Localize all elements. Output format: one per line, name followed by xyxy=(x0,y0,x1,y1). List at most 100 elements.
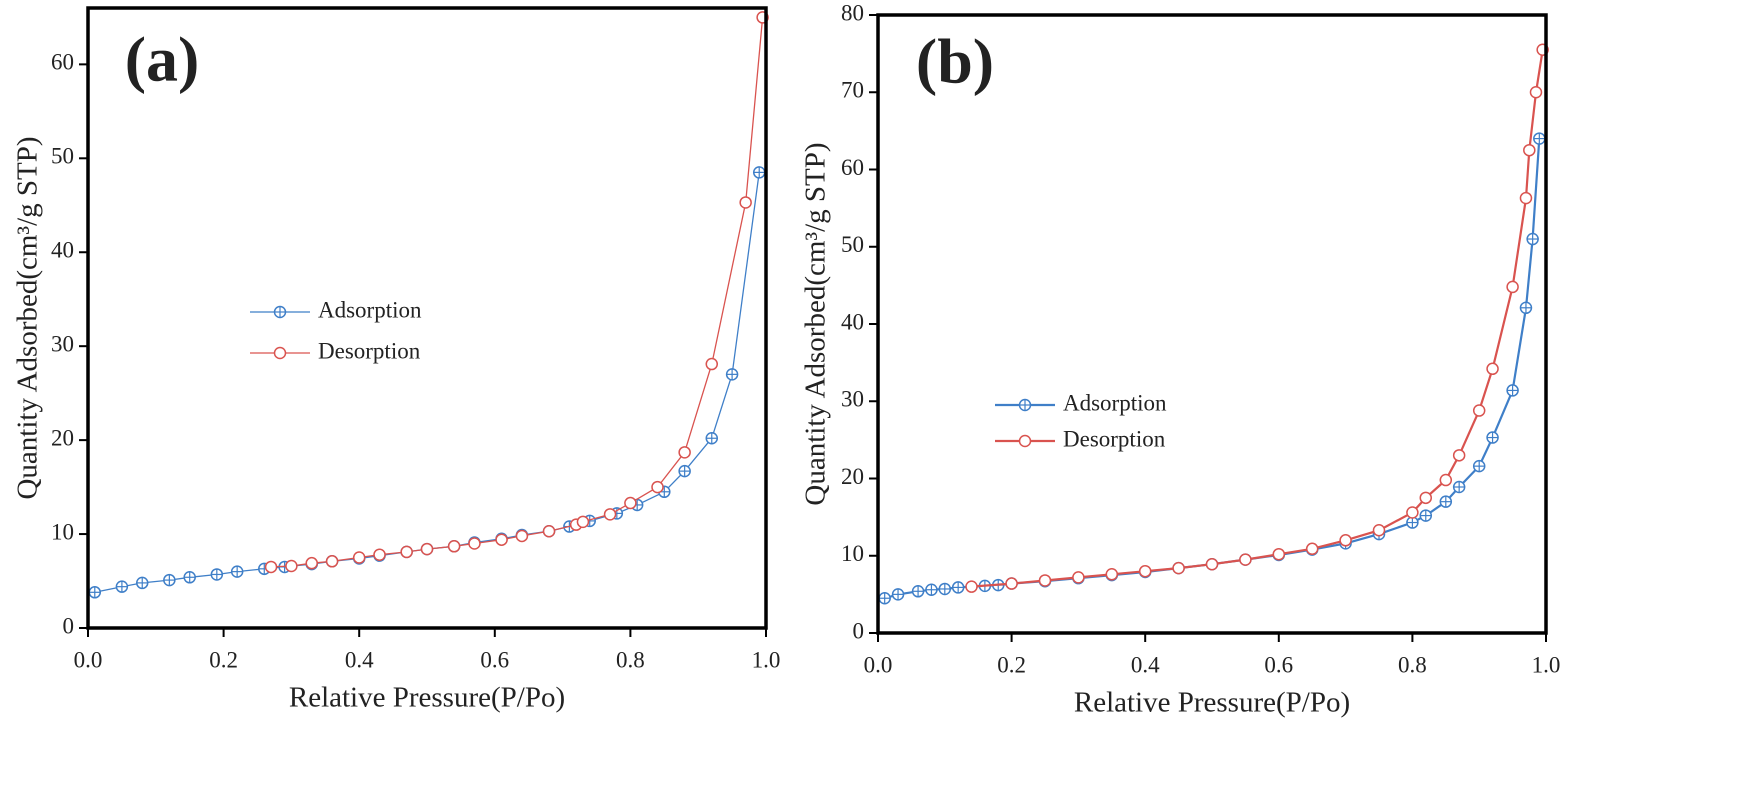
marker-circle xyxy=(1205,557,1219,571)
data-point xyxy=(1419,491,1433,505)
marker-circle xyxy=(515,529,529,543)
marker-circle xyxy=(603,508,617,521)
data-point xyxy=(739,196,752,209)
x-tick-label: 1.0 xyxy=(752,647,781,672)
data-point xyxy=(1272,547,1286,561)
y-tick-label: 10 xyxy=(51,519,74,544)
data-point xyxy=(88,586,102,599)
y-tick-label: 80 xyxy=(841,0,864,25)
data-point xyxy=(305,556,318,570)
data-point xyxy=(210,568,224,581)
data-point xyxy=(1339,534,1352,547)
data-point xyxy=(230,565,244,578)
data-point xyxy=(678,464,691,478)
marker-circle xyxy=(678,446,691,459)
x-tick-label: 0.4 xyxy=(1131,652,1160,677)
marker-circle xyxy=(1105,568,1119,581)
marker-circle xyxy=(325,555,339,568)
data-point xyxy=(576,515,590,529)
plot-frame xyxy=(86,6,768,630)
data-point xyxy=(1533,132,1546,145)
y-tick-label: 20 xyxy=(51,425,74,450)
data-point xyxy=(1452,449,1466,462)
marker-circle xyxy=(1529,86,1543,99)
data-point xyxy=(468,537,481,550)
y-tick-label: 0 xyxy=(63,613,75,638)
data-point xyxy=(1018,398,1032,412)
data-point xyxy=(1529,86,1543,99)
data-point xyxy=(651,480,664,494)
y-tick-label: 30 xyxy=(51,331,74,356)
data-point xyxy=(1038,574,1052,587)
panel: 0.0 0.2 0.4 0.6 0.8 1.0 0 10 20 30 40 50 60 70 80 Adsor… xyxy=(800,0,1561,718)
data-point xyxy=(1472,404,1486,417)
y-tick-label: 60 xyxy=(51,50,74,75)
data-point xyxy=(1018,434,1032,448)
data-point xyxy=(273,346,287,360)
data-point xyxy=(1519,301,1533,315)
data-point xyxy=(1486,431,1499,444)
data-point xyxy=(285,559,298,573)
x-axis-label: Relative Pressure(P/Po) xyxy=(1074,687,1350,719)
marker-circle xyxy=(1506,280,1519,294)
data-point xyxy=(1105,568,1119,581)
marker-circle xyxy=(1406,506,1419,519)
marker-circle xyxy=(624,496,637,510)
panel: 0.0 0.2 0.4 0.6 0.8 1.0 0 10 20 30 40 50 60 Adsorptio… xyxy=(12,6,781,714)
data-point xyxy=(1439,473,1453,487)
marker-circle xyxy=(1419,491,1433,505)
data-point xyxy=(373,548,386,561)
plot-frame xyxy=(876,13,1548,635)
y-tick-label: 50 xyxy=(51,144,74,169)
x-tick-label: 0.8 xyxy=(1398,652,1427,677)
marker-circle xyxy=(400,545,413,559)
series-line xyxy=(94,172,760,593)
marker-circle xyxy=(1172,561,1185,575)
data-point xyxy=(1506,384,1519,397)
marker-circle xyxy=(1486,362,1499,376)
data-point xyxy=(1305,542,1319,556)
marker-circle xyxy=(1305,542,1319,556)
series-line xyxy=(271,17,764,568)
marker-circle xyxy=(1439,473,1453,487)
y-axis-label: Quantity Adsorbed(cm³/g STP) xyxy=(12,136,44,499)
data-point xyxy=(1138,564,1152,578)
panel-title: (b) xyxy=(916,26,994,97)
data-point xyxy=(1519,191,1533,205)
data-point xyxy=(878,591,891,605)
y-tick-label: 50 xyxy=(841,232,864,257)
data-point xyxy=(911,585,925,598)
legend-label: Adsorption xyxy=(318,297,422,322)
data-point xyxy=(1406,506,1419,519)
marker-circle xyxy=(651,480,664,494)
marker-circle xyxy=(1452,449,1466,462)
data-point xyxy=(1372,524,1386,537)
marker-circle xyxy=(285,559,298,573)
marker-circle xyxy=(264,560,278,574)
marker-circle xyxy=(965,580,978,593)
data-point xyxy=(352,551,366,564)
data-point xyxy=(705,431,719,445)
data-point xyxy=(273,305,287,319)
data-point xyxy=(447,540,461,553)
marker-circle xyxy=(1072,571,1085,584)
marker-circle xyxy=(1472,404,1486,417)
marker-circle xyxy=(1005,577,1018,590)
data-point xyxy=(1526,232,1539,246)
x-axis-label: Relative Pressure(P/Po) xyxy=(289,682,565,714)
legend-label: Desorption xyxy=(318,338,421,363)
data-point xyxy=(678,446,691,459)
panel-title: (a) xyxy=(125,24,200,95)
marker-circle xyxy=(1523,143,1536,157)
data-point xyxy=(925,583,938,596)
data-point xyxy=(1523,143,1536,157)
data-point xyxy=(264,560,278,574)
marker-circle xyxy=(352,551,366,564)
data-point xyxy=(325,555,339,568)
data-point xyxy=(1419,509,1433,522)
marker-circle xyxy=(1519,191,1533,205)
data-point xyxy=(1239,553,1252,566)
x-tick-label: 0.4 xyxy=(345,647,374,672)
x-tick-label: 0.2 xyxy=(997,652,1026,677)
marker-circle xyxy=(373,548,386,561)
